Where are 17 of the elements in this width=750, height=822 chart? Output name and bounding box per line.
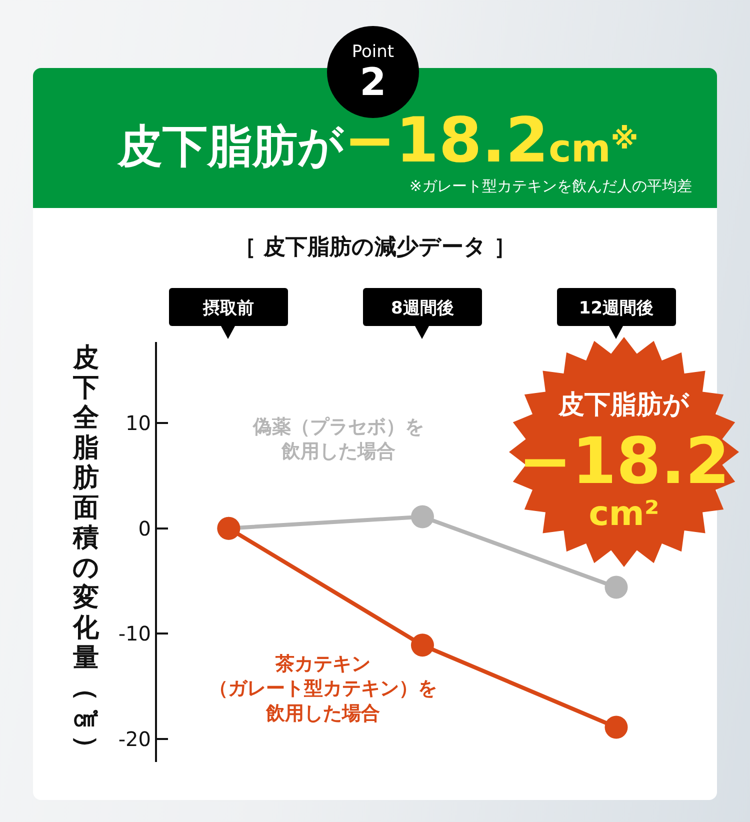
point [410,634,434,657]
text: ※ガレート型カテキンを飲んだ人の平均差 [409,177,692,196]
point [604,716,628,739]
annotation: 皮下脂肪が −18.2 cm² [518,390,730,534]
y-tick-label: -20 [118,726,151,751]
chart-title: ［ 皮下脂肪の減少データ ］ [234,234,516,262]
text: 偽薬（プラセボ）を飲用した場合 [252,416,424,463]
point [604,576,628,599]
x-tick-label: 8週間後 [391,298,454,319]
y-tick-label: -10 [118,622,151,646]
text: 皮下全脂肪面積の変化量（㎠） [71,343,101,761]
point [410,505,434,528]
x-tick-label: 12週間後 [578,298,654,319]
y-tick-label: 10 [126,411,151,436]
y-tick-label: 0 [138,516,151,540]
series-label: 茶カテキン（ガレート型カテキン）を飲用した場合 [209,653,437,724]
x-tick-label: 摂取前 [202,298,254,319]
